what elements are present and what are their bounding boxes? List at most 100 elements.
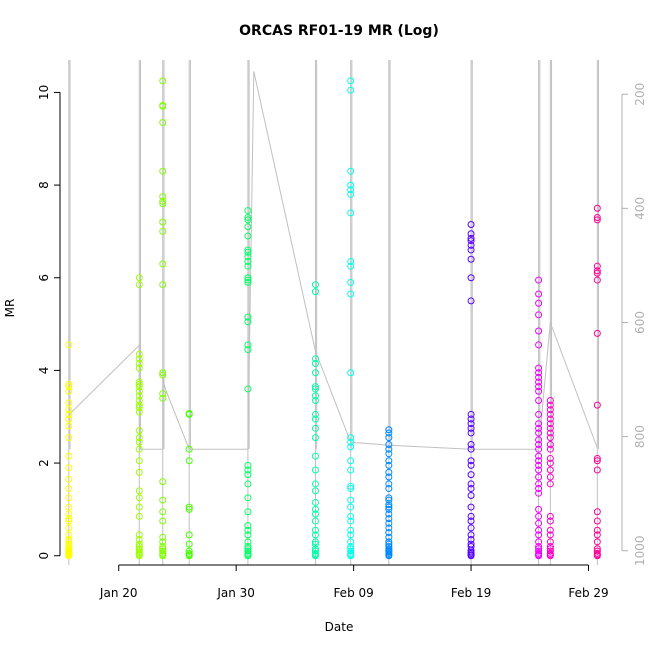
data-point (311, 355, 319, 363)
data-point (135, 378, 143, 386)
data-point (347, 512, 355, 520)
data-point (244, 542, 252, 550)
data-point (135, 427, 143, 435)
data-point (311, 466, 319, 474)
data-point (159, 260, 167, 268)
data-point (65, 510, 73, 518)
data-point (244, 480, 252, 488)
data-point (65, 536, 73, 544)
data-point (467, 512, 475, 520)
data-point (535, 485, 543, 493)
data-point (185, 549, 193, 557)
data-point (244, 207, 252, 215)
x-axis-label: Date (325, 620, 354, 634)
data-point (65, 383, 73, 391)
data-point (159, 369, 167, 377)
y2-tick-label: 600 (633, 311, 647, 334)
data-point (385, 519, 393, 527)
data-point (244, 248, 252, 256)
data-point (244, 461, 252, 469)
data-point (467, 485, 475, 493)
data-point (535, 327, 543, 335)
data-point (135, 503, 143, 511)
data-point (385, 496, 393, 504)
data-point (593, 547, 601, 555)
data-point (347, 186, 355, 194)
data-point (535, 547, 543, 555)
data-point (535, 299, 543, 307)
data-point (244, 545, 252, 553)
chart-title: ORCAS RF01-19 MR (Log) (239, 23, 439, 39)
data-point (535, 545, 543, 553)
data-point (159, 200, 167, 208)
data-point (467, 234, 475, 242)
data-point (546, 406, 554, 414)
data-point (535, 549, 543, 557)
data-point (385, 538, 393, 546)
data-point (593, 454, 601, 462)
data-point (311, 410, 319, 418)
data-point (385, 461, 393, 469)
data-point (135, 542, 143, 550)
data-point (467, 241, 475, 249)
x-tick-label: Feb 19 (451, 586, 491, 600)
data-point (593, 262, 601, 270)
y-tick-label: 2 (37, 459, 51, 467)
data-point (467, 410, 475, 418)
data-point (159, 508, 167, 516)
data-point (467, 424, 475, 432)
data-point (311, 549, 319, 557)
data-point (467, 445, 475, 453)
data-point (185, 505, 193, 513)
data-point (244, 276, 252, 284)
data-point (244, 258, 252, 266)
data-point (244, 494, 252, 502)
data-point (546, 459, 554, 467)
data-point (347, 466, 355, 474)
data-point (135, 540, 143, 548)
data-point (385, 515, 393, 523)
y-axis-label: MR (3, 299, 17, 318)
data-point (467, 441, 475, 449)
data-point (467, 542, 475, 550)
data-point (244, 318, 252, 326)
data-point (347, 262, 355, 270)
data-point (244, 466, 252, 474)
data-point (546, 542, 554, 550)
data-point (135, 536, 143, 544)
data-point (593, 545, 601, 553)
data-point (347, 457, 355, 465)
data-point (159, 496, 167, 504)
data-point (65, 545, 73, 553)
data-point (467, 297, 475, 305)
data-point (244, 385, 252, 393)
data-point (593, 204, 601, 212)
data-point (135, 397, 143, 405)
data-point (347, 503, 355, 511)
data-point (347, 369, 355, 377)
data-point (347, 443, 355, 451)
data-point (467, 471, 475, 479)
data-point (546, 547, 554, 555)
data-point (535, 441, 543, 449)
data-point (535, 445, 543, 453)
data-point (65, 341, 73, 349)
data-point (135, 408, 143, 416)
data-point (159, 542, 167, 550)
data-point (244, 471, 252, 479)
data-point (159, 193, 167, 201)
x-tick-label: Jan 30 (216, 586, 255, 600)
data-point (135, 350, 143, 358)
data-point (65, 422, 73, 430)
data-point (467, 531, 475, 539)
data-point (159, 167, 167, 175)
data-point (347, 517, 355, 525)
data-points (65, 77, 601, 560)
data-point (385, 434, 393, 442)
data-point (546, 549, 554, 557)
data-point (159, 478, 167, 486)
data-point (244, 253, 252, 261)
y2-tick-label: 800 (633, 425, 647, 448)
data-point (347, 258, 355, 266)
